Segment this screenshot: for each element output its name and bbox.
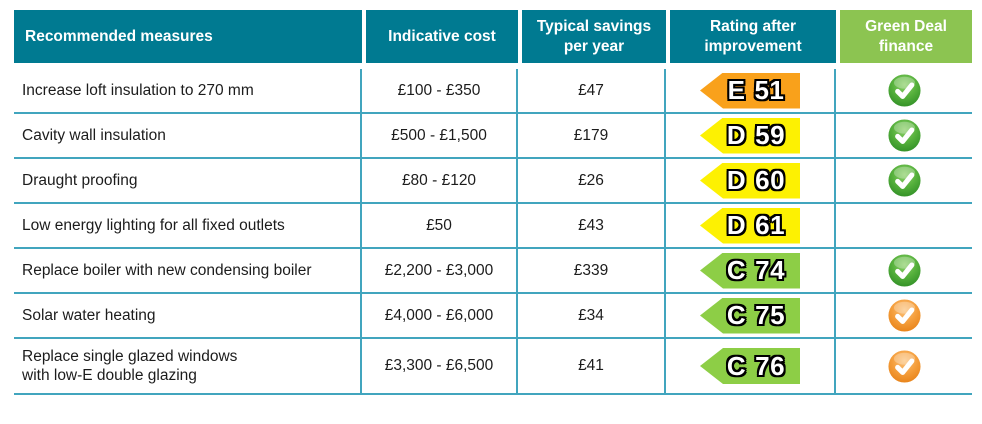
measure-cell: Increase loft insulation to 270 mm bbox=[14, 69, 362, 114]
rating-badge: D 61 bbox=[700, 207, 800, 244]
measure-label: Solar water heating bbox=[22, 306, 156, 324]
savings-label: £41 bbox=[578, 357, 604, 374]
header-rating-after-improvement: Rating after improvement bbox=[666, 10, 836, 63]
rating-value: 75 bbox=[755, 300, 786, 330]
cost-cell: £4,000 - £6,000 bbox=[362, 294, 518, 339]
measure-label: Cavity wall insulation bbox=[22, 126, 166, 144]
cost-label: £3,300 - £6,500 bbox=[384, 357, 494, 374]
green-check-icon bbox=[887, 164, 921, 197]
finance-cell bbox=[836, 294, 972, 339]
finance-cell bbox=[836, 204, 972, 249]
savings-label: £179 bbox=[573, 126, 609, 144]
header-green-deal-finance: Green Deal finance bbox=[836, 10, 972, 63]
savings-cell: £339 bbox=[518, 249, 666, 294]
recommendations-table: Recommended measures Indicative cost Typ… bbox=[14, 10, 972, 395]
finance-cell bbox=[836, 339, 972, 395]
rating-badge: D 59 bbox=[700, 117, 800, 154]
cost-cell: £100 - £350 bbox=[362, 69, 518, 114]
table-row: Cavity wall insulation £500 - £1,500 £17… bbox=[14, 114, 972, 159]
green-check-icon bbox=[887, 119, 921, 152]
rating-badge: E 51 bbox=[700, 72, 800, 109]
savings-label: £47 bbox=[578, 81, 604, 99]
cost-label: £2,200 - £3,000 bbox=[384, 261, 494, 279]
rating-cell: C 76 bbox=[666, 339, 836, 395]
measure-cell: Draught proofing bbox=[14, 159, 362, 204]
table-row: Replace single glazed windows with low-E… bbox=[14, 339, 972, 395]
rating-badge: C 74 bbox=[700, 252, 800, 289]
finance-cell bbox=[836, 114, 972, 159]
cost-label: £4,000 - £6,000 bbox=[384, 306, 494, 324]
rating-band: C bbox=[726, 350, 747, 381]
finance-cell bbox=[836, 159, 972, 204]
table-row: Replace boiler with new condensing boile… bbox=[14, 249, 972, 294]
rating-value: 76 bbox=[755, 350, 786, 381]
table-row: Increase loft insulation to 270 mm £100 … bbox=[14, 69, 972, 114]
measure-cell: Low energy lighting for all fixed outlet… bbox=[14, 204, 362, 249]
orange-check-icon bbox=[887, 299, 921, 332]
cost-label: £500 - £1,500 bbox=[391, 126, 487, 144]
cost-cell: £50 bbox=[362, 204, 518, 249]
savings-cell: £47 bbox=[518, 69, 666, 114]
cost-label: £80 - £120 bbox=[401, 171, 477, 189]
rating-cell: C 74 bbox=[666, 249, 836, 294]
savings-cell: £26 bbox=[518, 159, 666, 204]
rating-band: E bbox=[727, 75, 746, 105]
rating-value: 51 bbox=[754, 75, 785, 105]
table-header-row: Recommended measures Indicative cost Typ… bbox=[14, 10, 972, 63]
savings-cell: £34 bbox=[518, 294, 666, 339]
table-row: Solar water heating £4,000 - £6,000 £34 … bbox=[14, 294, 972, 339]
cost-label: £50 bbox=[426, 216, 452, 234]
cost-cell: £2,200 - £3,000 bbox=[362, 249, 518, 294]
measure-cell: Solar water heating bbox=[14, 294, 362, 339]
measure-label: Low energy lighting for all fixed outlet… bbox=[22, 216, 285, 234]
green-check-icon bbox=[887, 254, 921, 287]
rating-band: D bbox=[726, 210, 747, 240]
cost-cell: £80 - £120 bbox=[362, 159, 518, 204]
rating-cell: D 59 bbox=[666, 114, 836, 159]
rating-band: D bbox=[726, 165, 747, 195]
rating-badge: D 60 bbox=[700, 162, 800, 199]
measure-cell: Replace boiler with new condensing boile… bbox=[14, 249, 362, 294]
green-check-icon bbox=[887, 74, 921, 107]
rating-cell: D 61 bbox=[666, 204, 836, 249]
finance-cell bbox=[836, 69, 972, 114]
cost-label: £100 - £350 bbox=[397, 81, 481, 99]
measure-cell: Cavity wall insulation bbox=[14, 114, 362, 159]
savings-label: £339 bbox=[573, 261, 609, 279]
table-row: Low energy lighting for all fixed outlet… bbox=[14, 204, 972, 249]
cost-cell: £3,300 - £6,500 bbox=[362, 339, 518, 395]
rating-band: D bbox=[726, 120, 747, 150]
savings-cell: £43 bbox=[518, 204, 666, 249]
savings-label: £43 bbox=[578, 216, 604, 234]
cost-cell: £500 - £1,500 bbox=[362, 114, 518, 159]
table-body: Increase loft insulation to 270 mm £100 … bbox=[14, 69, 972, 395]
rating-band: C bbox=[726, 255, 747, 285]
rating-badge: C 76 bbox=[700, 348, 800, 384]
measure-label: Increase loft insulation to 270 mm bbox=[22, 81, 254, 99]
rating-cell: D 60 bbox=[666, 159, 836, 204]
rating-value: 60 bbox=[755, 165, 786, 195]
header-indicative-cost: Indicative cost bbox=[362, 10, 518, 63]
orange-check-icon bbox=[887, 349, 921, 383]
measure-label: Draught proofing bbox=[22, 171, 138, 189]
table-row: Draught proofing £80 - £120 £26 D 60 bbox=[14, 159, 972, 204]
measure-cell: Replace single glazed windows with low-E… bbox=[14, 339, 362, 395]
measure-label: Replace boiler with new condensing boile… bbox=[22, 261, 312, 279]
rating-value: 61 bbox=[755, 210, 786, 240]
savings-label: £26 bbox=[578, 171, 604, 189]
header-recommended-measures: Recommended measures bbox=[14, 10, 362, 63]
rating-badge: C 75 bbox=[700, 297, 800, 334]
savings-cell: £41 bbox=[518, 339, 666, 395]
measure-label: Replace single glazed windows with low-E… bbox=[22, 347, 238, 384]
savings-cell: £179 bbox=[518, 114, 666, 159]
rating-cell: E 51 bbox=[666, 69, 836, 114]
savings-label: £34 bbox=[578, 306, 604, 324]
finance-cell bbox=[836, 249, 972, 294]
rating-band: C bbox=[726, 300, 747, 330]
header-typical-savings: Typical savings per year bbox=[518, 10, 666, 63]
rating-value: 59 bbox=[755, 120, 786, 150]
rating-value: 74 bbox=[755, 255, 786, 285]
rating-cell: C 75 bbox=[666, 294, 836, 339]
